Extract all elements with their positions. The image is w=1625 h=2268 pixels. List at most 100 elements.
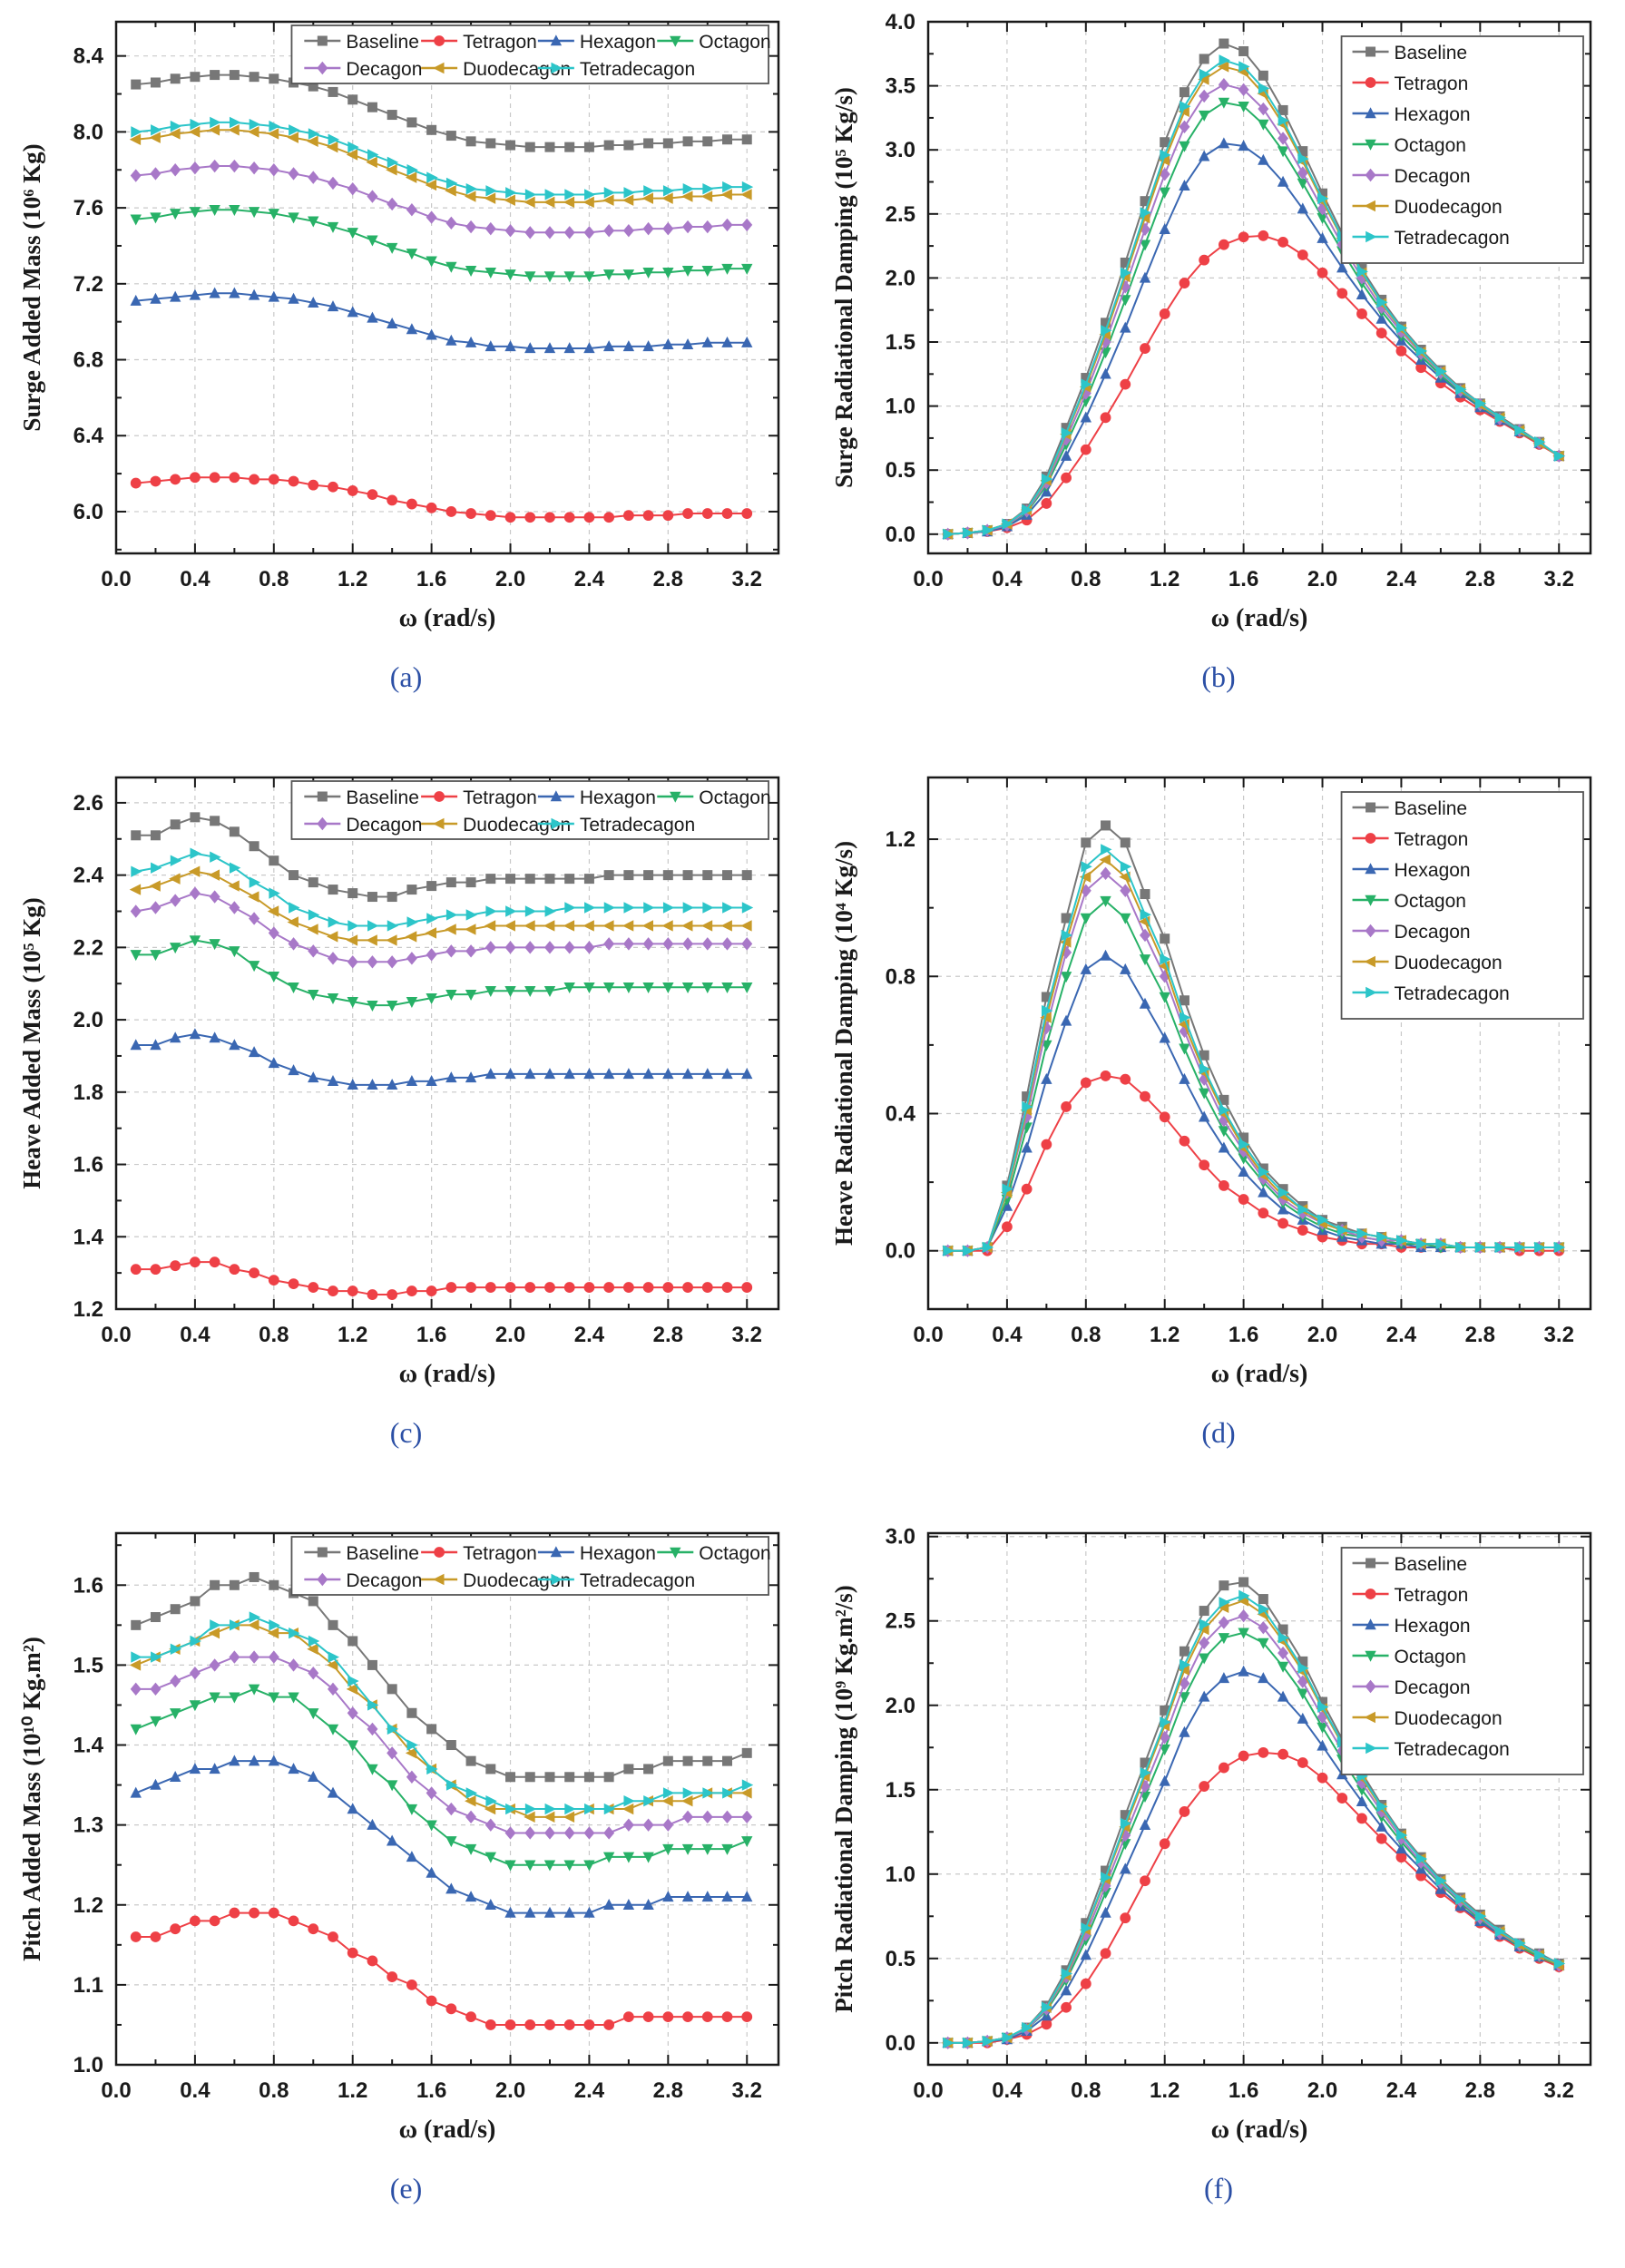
marker-triangle-down-icon (1218, 1633, 1230, 1645)
marker-square-icon (1199, 54, 1209, 64)
marker-triangle-right-icon (170, 855, 181, 866)
marker-circle-icon (504, 512, 515, 523)
marker-triangle-up-icon (550, 1546, 562, 1558)
marker-diamond-icon (1365, 1679, 1376, 1694)
marker-diamond-icon (1100, 866, 1111, 881)
marker-triangle-left-icon (622, 920, 633, 932)
marker-diamond-icon (248, 161, 259, 175)
marker-triangle-down-icon (228, 204, 240, 216)
marker-triangle-down-icon (1060, 972, 1072, 983)
marker-triangle-down-icon (268, 1692, 279, 1704)
marker-triangle-up-icon (1100, 949, 1111, 961)
axis-frame (114, 1531, 779, 2067)
marker-diamond-icon (445, 944, 456, 958)
marker-square-icon (347, 888, 357, 899)
marker-triangle-down-icon (701, 982, 713, 994)
marker-triangle-right-icon (170, 1643, 181, 1655)
marker-circle-icon (189, 1256, 201, 1268)
marker-square-icon (1081, 373, 1091, 384)
marker-triangle-down-icon (669, 791, 680, 803)
marker-triangle-right-icon (1160, 149, 1171, 161)
marker-triangle-left-icon (148, 132, 161, 143)
legend-item-tetragon: Tetragon (1352, 829, 1468, 850)
svg-text:Tetragon: Tetragon (1395, 1585, 1469, 1606)
marker-triangle-up-icon (550, 34, 562, 46)
marker-triangle-up-icon (287, 1763, 299, 1774)
marker-triangle-left-icon (385, 934, 397, 946)
legend-item-tetradecagon: Tetradecagon (537, 59, 695, 80)
marker-diamond-icon (1365, 168, 1376, 182)
marker-triangle-right-icon (963, 1245, 974, 1256)
legend-item-baseline: Baseline (1352, 43, 1467, 64)
marker-circle-icon (1080, 444, 1091, 455)
marker-triangle-right-icon (1376, 1801, 1388, 1813)
marker-triangle-right-icon (150, 1651, 162, 1663)
caption-c: (c) (389, 1416, 423, 1449)
marker-square-icon (1219, 1580, 1229, 1591)
marker-circle-icon (622, 2011, 634, 2023)
legend-item-tetradecagon: Tetradecagon (1352, 228, 1510, 249)
marker-square-icon (317, 791, 328, 802)
marker-triangle-up-icon (130, 1786, 142, 1798)
marker-square-icon (130, 830, 141, 841)
marker-triangle-right-icon (603, 187, 615, 199)
marker-triangle-up-icon (485, 1898, 496, 1910)
svg-text:Decagon: Decagon (1395, 922, 1471, 943)
marker-triangle-right-icon (1140, 1766, 1151, 1779)
marker-triangle-down-icon (268, 209, 279, 220)
marker-square-icon (662, 138, 673, 149)
marker-triangle-right-icon (682, 1787, 694, 1799)
marker-triangle-left-icon (1079, 871, 1091, 883)
marker-circle-icon (130, 477, 142, 489)
series-tetragon (130, 472, 752, 523)
marker-triangle-down-icon (641, 982, 654, 994)
marker-square-icon (1160, 934, 1170, 944)
marker-circle-icon (543, 512, 555, 523)
legend-item-tetradecagon: Tetradecagon (1352, 1739, 1510, 1760)
marker-square-icon (1061, 913, 1072, 924)
marker-triangle-up-icon (641, 1068, 654, 1080)
marker-triangle-down-icon (1198, 1088, 1210, 1100)
marker-diamond-icon (524, 226, 535, 240)
marker-triangle-down-icon (169, 209, 181, 220)
marker-circle-icon (642, 2011, 654, 2023)
marker-diamond-icon (1277, 132, 1289, 145)
marker-triangle-up-icon (1139, 271, 1151, 283)
marker-triangle-up-icon (130, 294, 142, 306)
marker-triangle-up-icon (740, 336, 752, 347)
svg-text:Hexagon: Hexagon (1395, 860, 1471, 881)
svg-text:Tetradecagon: Tetradecagon (579, 59, 694, 80)
marker-triangle-right-icon (268, 120, 280, 132)
marker-square-icon (170, 819, 181, 830)
marker-triangle-down-icon (465, 989, 476, 1001)
legend-item-tetragon: Tetragon (420, 1543, 536, 1564)
marker-triangle-right-icon (1553, 1958, 1566, 1970)
marker-triangle-right-icon (1356, 1227, 1368, 1240)
marker-triangle-down-icon (465, 265, 476, 277)
marker-square-icon (642, 1764, 653, 1774)
marker-triangle-left-icon (563, 920, 574, 932)
marker-triangle-right-icon (701, 1787, 714, 1799)
marker-triangle-right-icon (943, 1245, 954, 1256)
legend-item-octagon: Octagon (1352, 891, 1466, 912)
marker-triangle-up-icon (1198, 150, 1210, 161)
svg-text:6.8: 6.8 (73, 348, 103, 373)
marker-circle-icon (1238, 1750, 1249, 1762)
marker-triangle-up-icon (641, 340, 654, 352)
marker-square-icon (387, 110, 397, 121)
svg-text:1.5: 1.5 (73, 1653, 103, 1677)
svg-text:2.8: 2.8 (652, 1323, 682, 1347)
marker-circle-icon (268, 1275, 279, 1286)
marker-diamond-icon (445, 1802, 456, 1816)
marker-circle-icon (1297, 1225, 1308, 1236)
marker-circle-icon (1100, 1070, 1111, 1081)
svg-text:4.0: 4.0 (886, 10, 915, 34)
marker-triangle-left-icon (247, 1619, 259, 1631)
marker-diamond-icon (327, 952, 338, 965)
marker-square-icon (662, 870, 673, 881)
marker-square-icon (347, 1636, 357, 1647)
marker-triangle-right-icon (583, 1803, 595, 1815)
marker-triangle-down-icon (1139, 240, 1151, 251)
marker-triangle-left-icon (148, 880, 161, 892)
marker-triangle-up-icon (1336, 261, 1348, 273)
